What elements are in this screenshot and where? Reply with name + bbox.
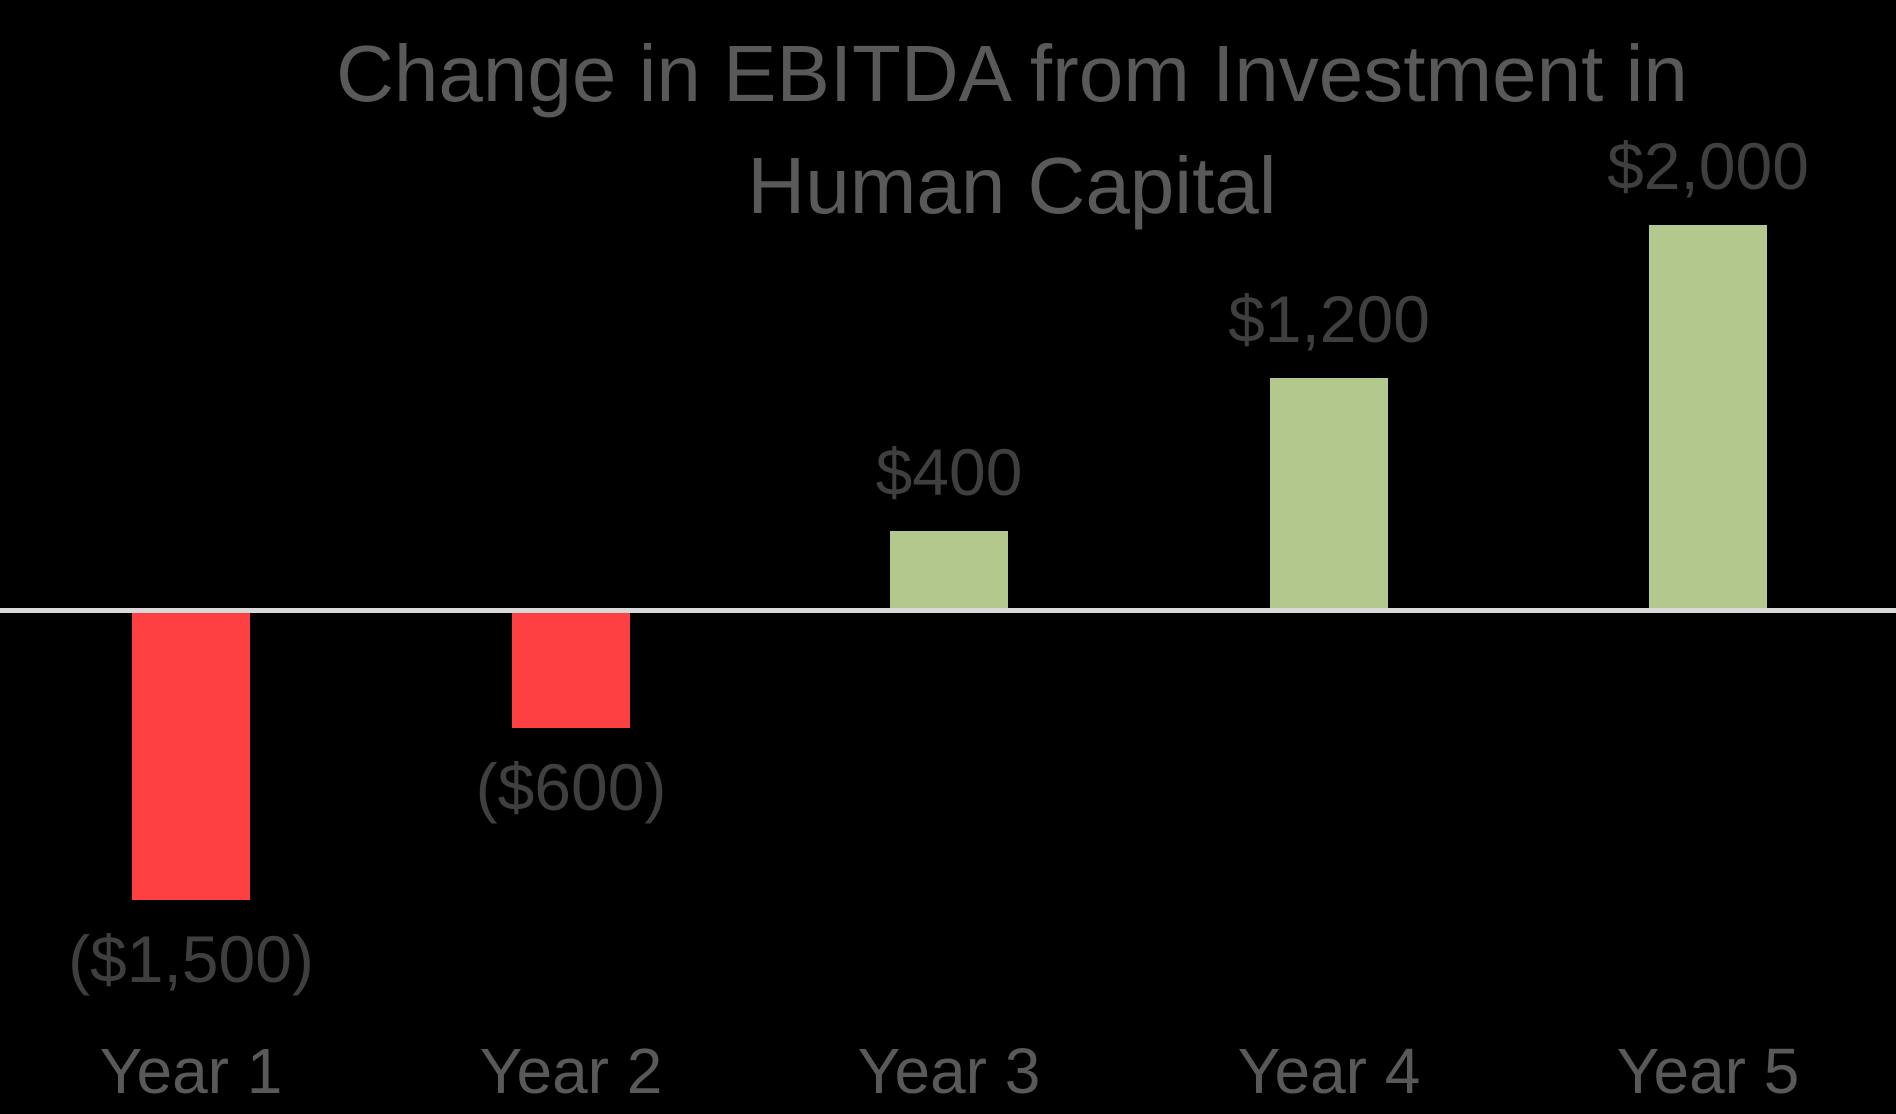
bar-year-4	[1270, 378, 1388, 608]
value-label-year-4: $1,200	[1228, 282, 1430, 356]
chart-title: Change in EBITDA from Investment in Huma…	[336, 29, 1688, 230]
bar-year-2	[512, 613, 630, 728]
x-axis-label-year-3: Year 3	[857, 1035, 1041, 1107]
x-axis-label-year-2: Year 2	[479, 1035, 663, 1107]
value-label-year-3: $400	[875, 435, 1023, 509]
x-axis-label-year-4: Year 4	[1237, 1035, 1421, 1107]
x-axis-line	[0, 608, 1896, 613]
bar-year-5	[1649, 225, 1767, 608]
x-axis-label-year-1: Year 1	[99, 1035, 283, 1107]
bar-year-1	[132, 613, 250, 900]
value-label-year-1: ($1,500)	[68, 922, 314, 996]
x-axis-label-year-5: Year 5	[1616, 1035, 1800, 1107]
bar-year-3	[890, 531, 1008, 608]
value-label-year-5: $2,000	[1607, 129, 1809, 203]
value-label-year-2: ($600)	[475, 750, 667, 824]
